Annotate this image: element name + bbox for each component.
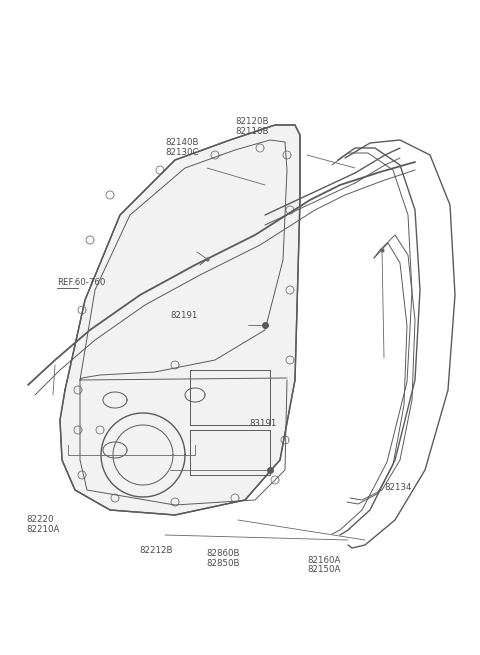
Text: 82134: 82134 xyxy=(384,483,411,493)
Text: REF.60-760: REF.60-760 xyxy=(57,278,105,288)
Text: 82220: 82220 xyxy=(26,515,54,524)
Text: 82130C: 82130C xyxy=(166,148,199,157)
Text: 82110B: 82110B xyxy=(235,126,269,136)
Text: 82120B: 82120B xyxy=(235,117,269,126)
Text: 82140B: 82140B xyxy=(166,138,199,147)
Text: 82212B: 82212B xyxy=(139,546,173,555)
Text: 82191: 82191 xyxy=(170,311,198,320)
Text: 82210A: 82210A xyxy=(26,525,60,534)
Text: 82850B: 82850B xyxy=(206,559,240,568)
Text: 82160A: 82160A xyxy=(307,555,341,565)
Polygon shape xyxy=(60,125,300,515)
Text: 82150A: 82150A xyxy=(307,565,341,574)
Text: 82860B: 82860B xyxy=(206,549,240,558)
Text: 83191: 83191 xyxy=(250,419,277,428)
